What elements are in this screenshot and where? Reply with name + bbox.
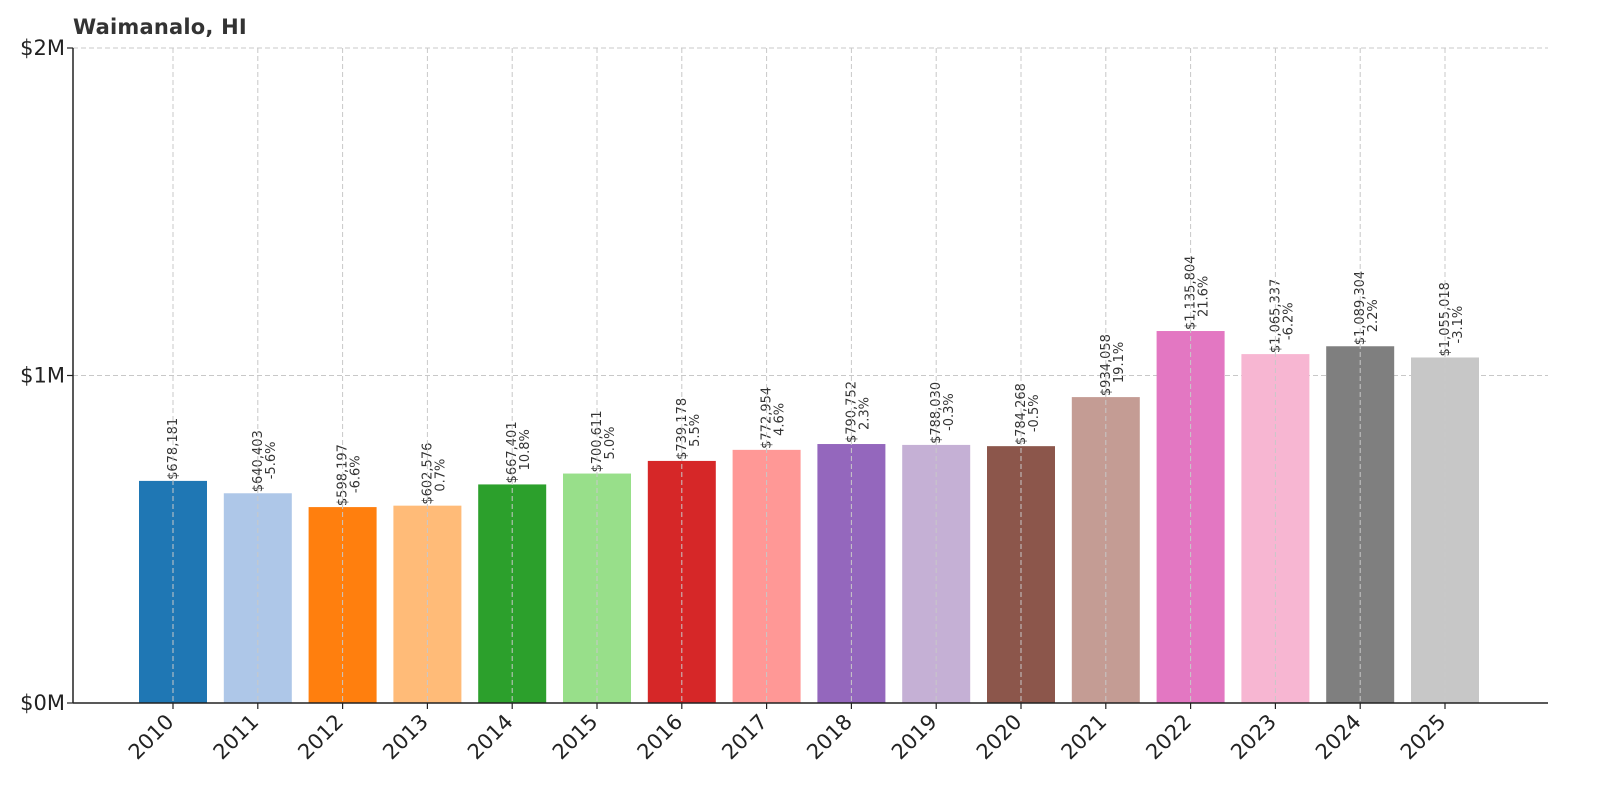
x-tick-label: 2014: [463, 710, 518, 765]
bar-value-label: $784,268: [1014, 383, 1029, 445]
y-tick-label: $1M: [20, 364, 65, 388]
bar-change-label: 5.0%: [603, 427, 618, 460]
bar-change-label: -0.3%: [942, 393, 957, 431]
x-tick-label: 2020: [972, 710, 1027, 765]
bar-value-label: $640,403: [251, 430, 266, 492]
grid: [73, 47, 1548, 376]
bar-change-label: 2.2%: [1366, 299, 1381, 332]
x-tick-label: 2018: [802, 710, 857, 765]
x-tick-label: 2021: [1057, 710, 1112, 765]
x-tick-label: 2011: [209, 710, 264, 765]
x-tick-label: 2022: [1141, 710, 1196, 765]
x-tick-label: 2015: [548, 710, 603, 765]
bar-value-label: $934,058: [1099, 334, 1114, 396]
bar-change-label: 0.7%: [433, 459, 448, 492]
x-tick-label: 2010: [124, 710, 179, 765]
y-tick-label: $0M: [20, 691, 65, 715]
bar-change-label: 5.5%: [688, 414, 703, 447]
bar-change-label: 21.6%: [1197, 276, 1212, 317]
bar-value-label: $1,055,018: [1438, 282, 1453, 356]
x-tick-label: 2024: [1311, 710, 1366, 765]
bar-labels: $678,181$640,403-5.6%$598,197-6.6%$602,5…: [166, 256, 1466, 507]
chart-title: Waimanalo, HI: [73, 15, 247, 39]
x-tick-label: 2025: [1396, 710, 1451, 765]
bar-change-label: -5.6%: [264, 442, 279, 480]
x-tick-label: 2016: [633, 710, 688, 765]
bars: [139, 331, 1479, 703]
bar-change-label: 19.1%: [1112, 342, 1127, 383]
y-tick-label: $2M: [20, 36, 65, 60]
x-tick-label: 2013: [378, 710, 433, 765]
bar-change-label: -3.1%: [1451, 306, 1466, 344]
bar-change-label: -6.6%: [349, 455, 364, 493]
bar-change-label: 2.3%: [857, 397, 872, 430]
bar-change-label: 4.6%: [773, 403, 788, 436]
x-tick-label: 2012: [293, 710, 348, 765]
bar-change-label: -6.2%: [1281, 302, 1296, 340]
bar-change-label: 10.8%: [518, 429, 533, 470]
bar-2016: [647, 460, 716, 703]
bar-change-label: -0.5%: [1027, 394, 1042, 432]
x-tick-label: 2019: [887, 710, 942, 765]
x-tick-label: 2023: [1226, 710, 1281, 765]
x-tick-label: 2017: [717, 710, 772, 765]
